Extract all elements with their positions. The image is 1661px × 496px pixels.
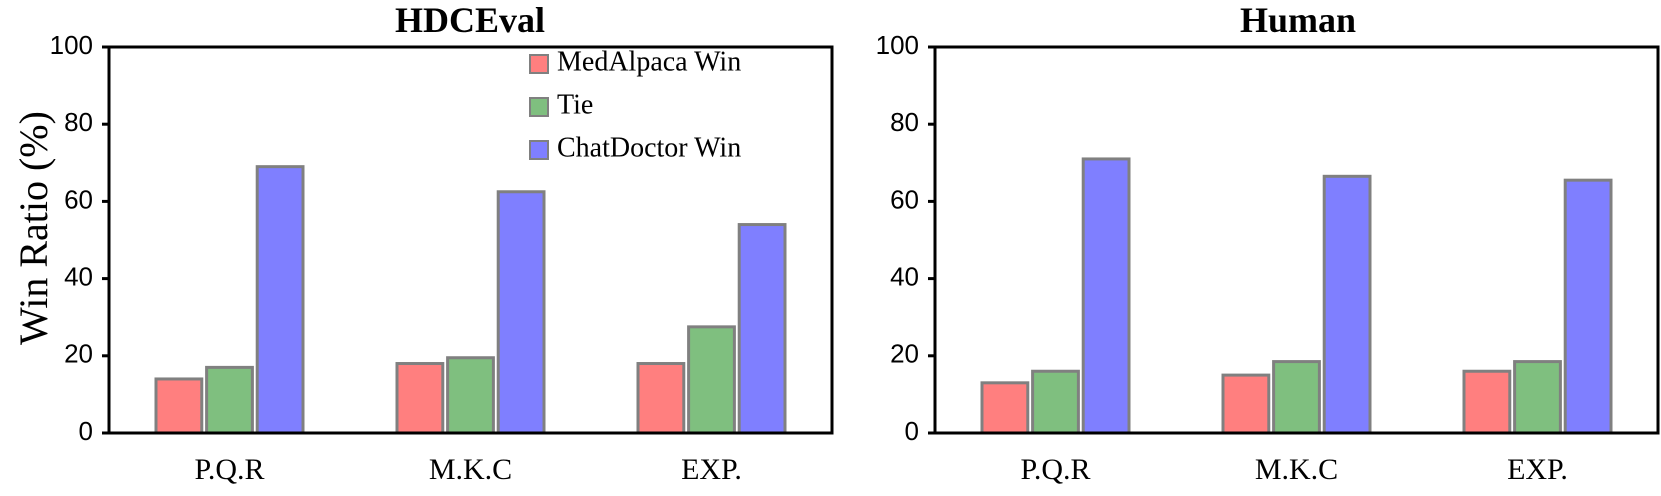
- y-tick-label: 100: [876, 30, 919, 60]
- bar-medalpaca-win-0: [154, 377, 204, 435]
- bar-tie-2: [1513, 360, 1562, 435]
- y-tick-label: 0: [905, 416, 919, 446]
- y-tick-labels: 0 20 40 60 80 100: [50, 30, 109, 446]
- plot-frame: [933, 45, 1660, 435]
- y-tick-label: 80: [64, 107, 93, 137]
- bar-chatdoctor-win-2: [1563, 178, 1613, 435]
- y-axis-label: Win Ratio (%): [11, 111, 56, 345]
- bar-medalpaca-win-1: [395, 362, 445, 435]
- bar-chatdoctor-win-1: [1322, 174, 1372, 435]
- bar-group: [980, 157, 1613, 435]
- x-tick-label: EXP.: [681, 453, 742, 486]
- y-tick-label: 100: [50, 30, 93, 60]
- bar-chatdoctor-win-0: [255, 165, 305, 435]
- y-tick-labels: 0 20 40 60 80 100: [876, 30, 935, 446]
- x-tick-label: M.K.C: [429, 453, 512, 486]
- bar-tie-1: [446, 356, 495, 435]
- legend-swatch: [529, 97, 549, 117]
- chart-title: HDCEval: [395, 0, 545, 40]
- legend: MedAlpaca Win Tie ChatDoctor Win: [529, 46, 741, 163]
- y-tick-label: 80: [890, 107, 919, 137]
- plot-frame: [107, 45, 834, 435]
- x-tick-label: P.Q.R: [194, 453, 264, 486]
- chart-panel-human: Human 0 20 40 60 80 100 P.Q.R M.K.C EXP.: [876, 0, 1660, 486]
- bar-group: [154, 165, 787, 435]
- legend-swatch: [529, 140, 549, 160]
- y-tick-label: 40: [890, 261, 919, 291]
- x-tick-label: P.Q.R: [1020, 453, 1090, 486]
- x-tick-label: EXP.: [1507, 453, 1568, 486]
- bar-tie-0: [205, 365, 254, 435]
- y-tick-label: 20: [64, 339, 93, 369]
- legend-swatch: [529, 54, 549, 74]
- legend-label: Tie: [557, 89, 593, 120]
- bar-medalpaca-win-0: [980, 381, 1030, 435]
- bar-chatdoctor-win-0: [1081, 157, 1131, 435]
- x-tick-labels: P.Q.R M.K.C EXP.: [194, 453, 741, 486]
- bar-chatdoctor-win-2: [737, 223, 787, 435]
- bar-chatdoctor-win-1: [496, 190, 546, 435]
- y-tick-label: 60: [64, 184, 93, 214]
- legend-label: ChatDoctor Win: [557, 132, 741, 163]
- bar-medalpaca-win-1: [1221, 373, 1271, 435]
- chart-title: Human: [1240, 0, 1356, 40]
- bar-tie-2: [687, 325, 736, 435]
- y-tick-label: 60: [890, 184, 919, 214]
- chart-panel-hdceval: HDCEval 0 20 40 60 80 100 P.Q.R M.K.C EXP.: [50, 0, 834, 486]
- y-tick-label: 0: [79, 416, 93, 446]
- y-tick-label: 40: [64, 261, 93, 291]
- bar-medalpaca-win-2: [636, 362, 686, 435]
- bar-tie-1: [1272, 360, 1321, 435]
- bar-tie-0: [1031, 369, 1080, 435]
- x-tick-labels: P.Q.R M.K.C EXP.: [1020, 453, 1567, 486]
- legend-label: MedAlpaca Win: [557, 46, 741, 77]
- y-tick-label: 20: [890, 339, 919, 369]
- x-tick-label: M.K.C: [1255, 453, 1338, 486]
- bar-medalpaca-win-2: [1462, 369, 1512, 435]
